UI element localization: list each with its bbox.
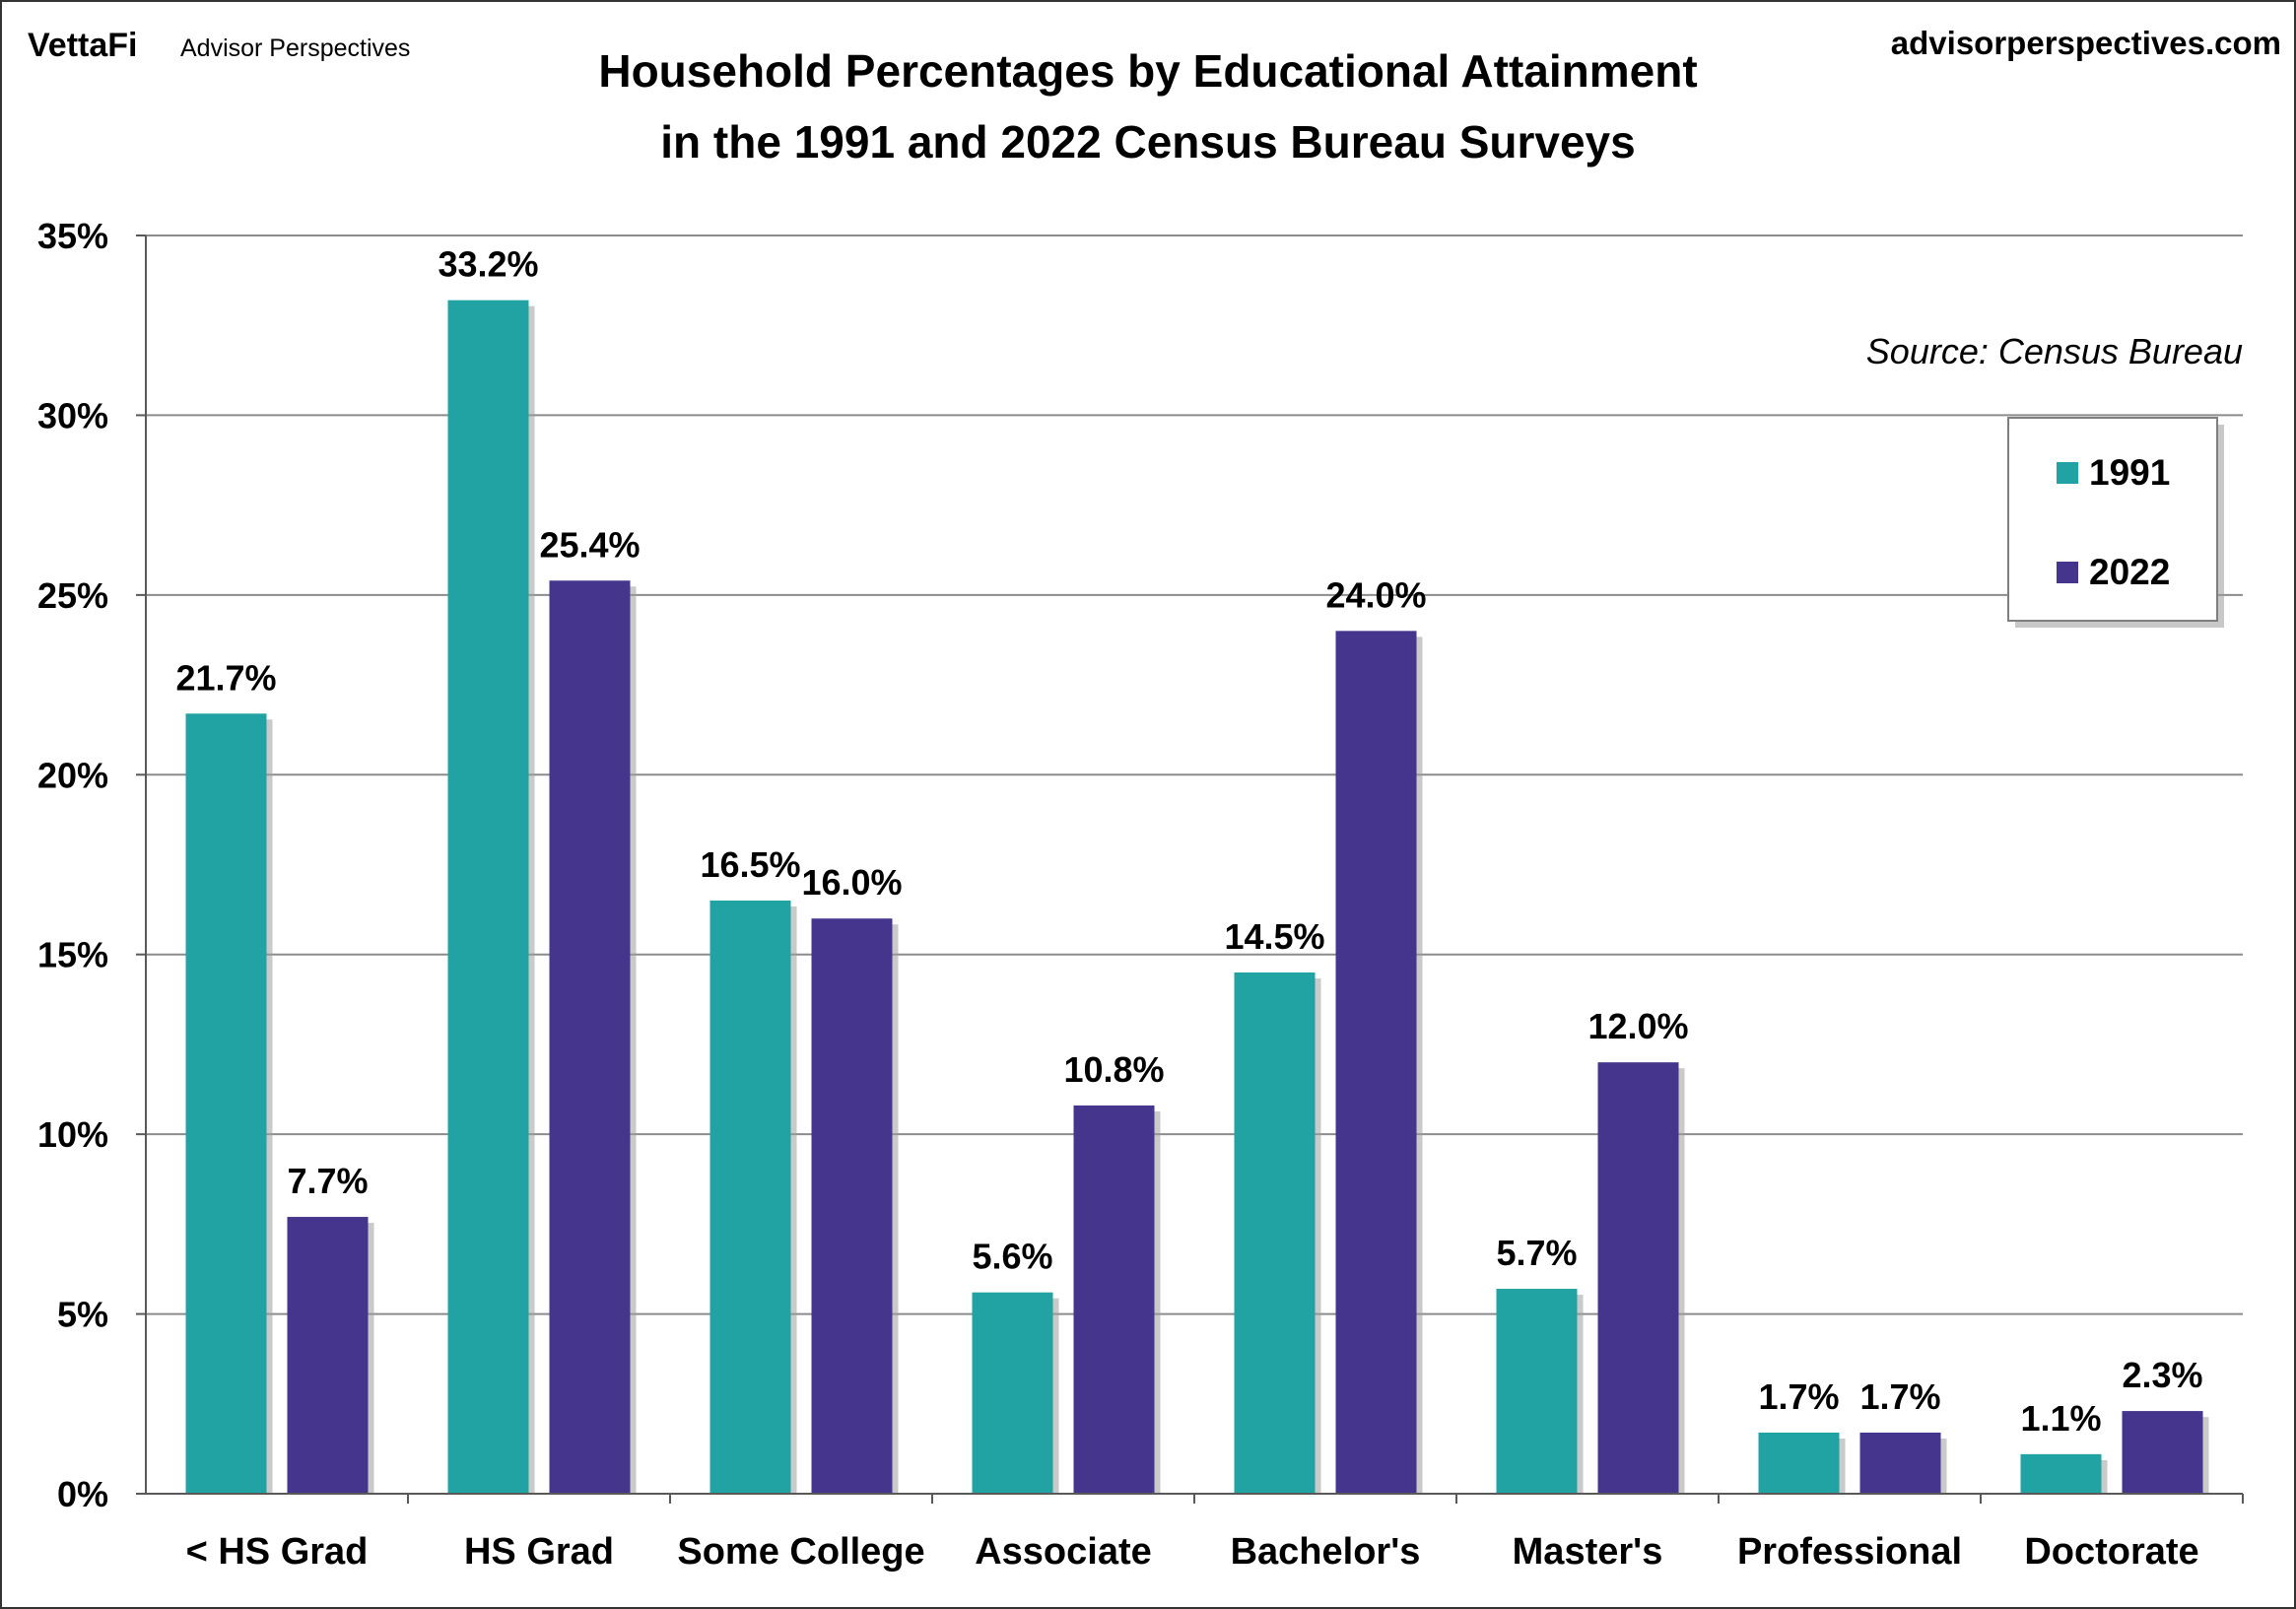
chart-title-line-2: in the 1991 and 2022 Census Bureau Surve… (660, 116, 1635, 168)
x-tick-label-professional: Professional (1737, 1531, 1962, 1573)
bar-2022-hs-grad (287, 1217, 369, 1494)
x-tick-label-hs-grad: < HS Grad (186, 1531, 369, 1573)
x-tick-label-bachelor-s: Bachelor's (1231, 1531, 1421, 1573)
legend-label-1991: 1991 (2089, 452, 2170, 493)
y-tick-label: 30% (37, 395, 108, 436)
data-label-1991-hs-grad: 21.7% (175, 657, 276, 698)
data-label-2022-hs-grad: 7.7% (287, 1161, 368, 1201)
legend: 1991 2022 (2007, 417, 2224, 628)
y-tick-label: 35% (37, 216, 108, 256)
y-tick-label: 10% (37, 1114, 108, 1155)
x-axis: < HS Grad HS Grad Some College Associate Bac… (146, 1493, 2244, 1573)
site-url: advisorperspectives.com (1891, 25, 2281, 61)
y-tick-label: 20% (37, 755, 108, 795)
y-tick-label: 0% (57, 1474, 108, 1514)
x-tick-label-master-s: Master's (1513, 1531, 1663, 1573)
data-label-2022-professional: 1.7% (1859, 1376, 1940, 1417)
data-label-1991-associate: 5.6% (972, 1237, 1052, 1277)
data-label-1991-some-college: 16.5% (700, 844, 800, 885)
bar-2022-bachelor-s (1335, 631, 1417, 1494)
chart-title-line-1: Household Percentages by Educational Att… (598, 45, 1697, 97)
x-tick-label-associate: Associate (975, 1531, 1152, 1573)
data-label-1991-master-s: 5.7% (1496, 1233, 1577, 1273)
bar-1991-bachelor-s (1234, 972, 1316, 1494)
bar-1991-master-s (1496, 1289, 1578, 1494)
y-tick-label: 25% (37, 575, 108, 616)
data-label-2022-hs-grad: 25.4% (539, 524, 640, 565)
bar-2022-hs-grad (549, 580, 631, 1494)
bar-2022-doctorate (2122, 1411, 2203, 1494)
bar-1991-some-college (709, 900, 791, 1494)
y-axis: 0% 5% 10% 15% 20% 25% 30% 35% (37, 216, 147, 1514)
vettafi-logo: VettaFi Advisor Perspectives (28, 27, 410, 64)
y-tick-label: 15% (37, 935, 108, 975)
bar-2022-associate (1073, 1105, 1155, 1494)
bar-2022-professional (1859, 1432, 1941, 1494)
x-tick-label-doctorate: Doctorate (2024, 1531, 2198, 1573)
data-label-1991-professional: 1.7% (1758, 1376, 1839, 1417)
bar-2022-some-college (811, 918, 893, 1494)
legend-swatch-2022 (2057, 562, 2078, 583)
data-label-1991-bachelor-s: 14.5% (1224, 916, 1324, 957)
bar-1991-professional (1758, 1432, 1840, 1494)
data-label-1991-doctorate: 1.1% (2020, 1398, 2101, 1439)
logo-text: VettaFi (28, 27, 137, 64)
bar-1991-hs-grad (185, 713, 267, 1494)
legend-box (2007, 417, 2218, 622)
bar-2022-master-s (1597, 1062, 1679, 1494)
data-label-1991-hs-grad: 33.2% (438, 244, 538, 285)
data-label-2022-bachelor-s: 24.0% (1325, 574, 1426, 615)
legend-swatch-1991 (2057, 462, 2078, 484)
logo-subtext: Advisor Perspectives (180, 34, 410, 62)
data-label-2022-associate: 10.8% (1063, 1049, 1164, 1090)
bars (185, 300, 2209, 1494)
source-note: Source: Census Bureau (1866, 331, 2243, 371)
bar-1991-hs-grad (447, 300, 529, 1494)
legend-label-2022: 2022 (2089, 552, 2170, 592)
data-labels: 21.7% 7.7% 33.2% 25.4% 16.5% 16.0% 5.6% 10.8% 14… (175, 244, 2202, 1439)
data-label-2022-doctorate: 2.3% (2122, 1355, 2202, 1395)
data-label-2022-some-college: 16.0% (801, 862, 902, 903)
x-tick-label-hs-grad: HS Grad (464, 1531, 614, 1573)
x-tick-label-some-college: Some College (677, 1531, 924, 1573)
y-tick-label: 5% (57, 1295, 108, 1335)
bar-1991-doctorate (2020, 1453, 2102, 1494)
bar-1991-associate (972, 1292, 1053, 1494)
data-label-2022-master-s: 12.0% (1587, 1006, 1688, 1046)
